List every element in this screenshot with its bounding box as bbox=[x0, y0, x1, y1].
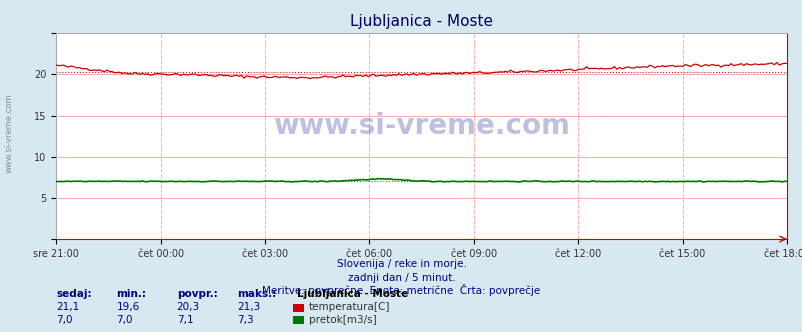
Title: Ljubljanica - Moste: Ljubljanica - Moste bbox=[350, 14, 492, 29]
Text: temperatura[C]: temperatura[C] bbox=[309, 302, 390, 312]
Text: Slovenija / reke in morje.: Slovenija / reke in morje. bbox=[336, 259, 466, 269]
Text: 20,3: 20,3 bbox=[176, 302, 200, 312]
Text: Ljubljanica - Moste: Ljubljanica - Moste bbox=[297, 289, 408, 299]
Text: 21,1: 21,1 bbox=[56, 302, 79, 312]
Text: www.si-vreme.com: www.si-vreme.com bbox=[273, 112, 569, 140]
Text: maks.:: maks.: bbox=[237, 289, 276, 299]
Text: sedaj:: sedaj: bbox=[56, 289, 91, 299]
Text: 7,3: 7,3 bbox=[237, 315, 253, 325]
Text: povpr.:: povpr.: bbox=[176, 289, 217, 299]
Text: 21,3: 21,3 bbox=[237, 302, 260, 312]
Text: min.:: min.: bbox=[116, 289, 146, 299]
Text: Meritve: povprečne  Enote: metrične  Črta: povprečje: Meritve: povprečne Enote: metrične Črta:… bbox=[262, 284, 540, 296]
Text: 7,0: 7,0 bbox=[116, 315, 133, 325]
Text: 19,6: 19,6 bbox=[116, 302, 140, 312]
Text: 7,0: 7,0 bbox=[56, 315, 73, 325]
Text: www.si-vreme.com: www.si-vreme.com bbox=[5, 93, 14, 173]
Text: 7,1: 7,1 bbox=[176, 315, 193, 325]
Text: pretok[m3/s]: pretok[m3/s] bbox=[309, 315, 376, 325]
Text: zadnji dan / 5 minut.: zadnji dan / 5 minut. bbox=[347, 273, 455, 283]
